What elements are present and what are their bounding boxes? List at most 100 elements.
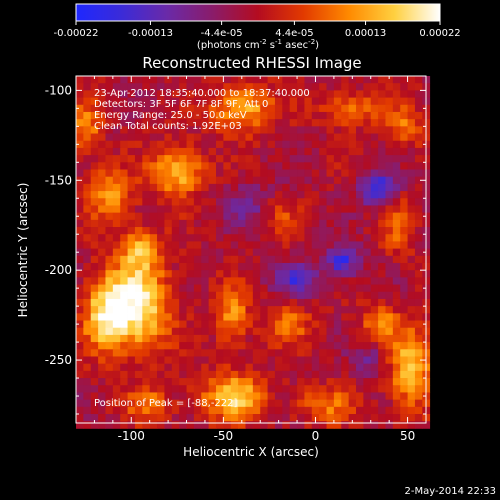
heatmap-cell: [164, 399, 173, 408]
heatmap-cell: [289, 183, 298, 192]
heatmap-cell: [414, 97, 423, 106]
heatmap-cell: [134, 140, 143, 149]
heatmap-cell: [282, 356, 291, 365]
heatmap-cell: [201, 140, 210, 149]
heatmap-cell: [282, 399, 291, 408]
heatmap-cell: [201, 356, 210, 365]
heatmap-cell: [326, 83, 335, 91]
heatmap-cell: [223, 284, 232, 293]
heatmap-cell: [304, 219, 313, 228]
heatmap-cell: [90, 414, 99, 422]
heatmap-cell: [407, 241, 416, 249]
heatmap-cell: [392, 205, 401, 214]
heatmap-cell: [392, 133, 401, 142]
heatmap-cell: [230, 183, 239, 192]
heatmap-cell: [378, 169, 386, 178]
heatmap-cell: [112, 385, 121, 393]
heatmap-cell: [333, 191, 342, 199]
heatmap-cell: [400, 327, 408, 336]
heatmap-cell: [333, 378, 342, 386]
heatmap-cell: [414, 191, 423, 199]
heatmap-cell: [142, 198, 151, 206]
heatmap-cell: [238, 306, 246, 314]
heatmap-cell: [208, 212, 217, 221]
heatmap-cell: [201, 399, 210, 408]
heatmap-cell: [282, 155, 291, 163]
heatmap-cell: [186, 349, 195, 357]
heatmap-cell: [230, 76, 239, 84]
heatmap-cell: [414, 219, 423, 228]
heatmap-cell: [223, 140, 232, 149]
heatmap-cell: [193, 370, 202, 379]
heatmap-cell: [311, 291, 320, 300]
heatmap-cell: [326, 97, 335, 106]
heatmap-cell: [378, 320, 386, 329]
heatmap-cell: [208, 320, 217, 329]
heatmap-cell: [274, 212, 283, 221]
heatmap-cell: [356, 399, 364, 408]
heatmap-cell: [193, 104, 202, 113]
heatmap-cell: [105, 104, 114, 113]
heatmap-cell: [378, 126, 386, 134]
heatmap-cell: [407, 421, 416, 429]
heatmap-cell: [311, 155, 320, 163]
heatmap-cell: [341, 284, 350, 293]
heatmap-cell: [171, 205, 180, 214]
heatmap-cell: [179, 227, 187, 235]
heatmap-cell: [289, 363, 298, 372]
heatmap-cell: [370, 385, 379, 393]
heatmap-cell: [385, 147, 394, 156]
heatmap-cell: [385, 320, 394, 329]
heatmap-cell: [297, 363, 305, 372]
heatmap-cell: [201, 191, 210, 199]
heatmap-cell: [245, 320, 254, 329]
heatmap-cell: [245, 104, 254, 113]
heatmap-cell: [274, 119, 283, 127]
heatmap-cell: [179, 76, 187, 84]
heatmap-cell: [319, 183, 327, 192]
heatmap-cell: [341, 147, 350, 156]
heatmap-cell: [260, 212, 268, 221]
heatmap-cell: [83, 133, 92, 142]
heatmap-cell: [289, 162, 298, 170]
heatmap-cell: [164, 176, 173, 185]
colorbar-tick-label: -0.00022: [54, 28, 99, 39]
heatmap-cell: [134, 212, 143, 221]
heatmap-cell: [319, 313, 327, 321]
heatmap-cell: [297, 334, 305, 343]
heatmap-cell: [157, 298, 165, 307]
heatmap-cell: [260, 169, 268, 178]
heatmap-cell: [289, 277, 298, 285]
heatmap-cell: [83, 169, 92, 178]
heatmap-cell: [230, 262, 239, 271]
heatmap-cell: [164, 248, 173, 257]
heatmap-cell: [238, 191, 246, 199]
heatmap-cell: [193, 363, 202, 372]
heatmap-cell: [282, 342, 291, 350]
heatmap-cell: [260, 327, 268, 336]
heatmap-cell: [201, 363, 210, 372]
heatmap-cell: [83, 291, 92, 300]
heatmap-cell: [392, 183, 401, 192]
heatmap-cell: [112, 378, 121, 386]
heatmap-cell: [260, 392, 268, 401]
heatmap-cell: [311, 176, 320, 185]
heatmap-cell: [112, 111, 121, 120]
heatmap-cell: [260, 205, 268, 214]
heatmap-cell: [363, 414, 372, 422]
heatmap-cell: [400, 291, 408, 300]
heatmap-cell: [105, 126, 114, 134]
heatmap-cell: [400, 248, 408, 257]
heatmap-cell: [223, 227, 232, 235]
heatmap-cell: [282, 205, 291, 214]
heatmap-cell: [370, 119, 379, 127]
heatmap-cell: [267, 227, 276, 235]
heatmap-cell: [385, 126, 394, 134]
heatmap-cell: [245, 97, 254, 106]
heatmap-cell: [363, 119, 372, 127]
heatmap-cell: [392, 327, 401, 336]
heatmap-cell: [341, 306, 350, 314]
heatmap-cell: [186, 227, 195, 235]
heatmap-cell: [112, 241, 121, 249]
heatmap-cell: [378, 298, 386, 307]
